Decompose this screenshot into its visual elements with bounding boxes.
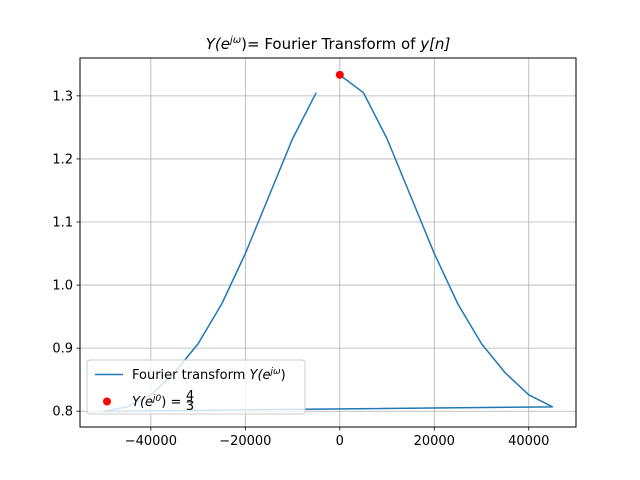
x-tick-label: 20000	[414, 434, 455, 449]
title-text: Fourier Transform of	[264, 35, 420, 53]
legend-dc-sup: j0	[151, 394, 162, 404]
legend-marker-swatch	[103, 397, 111, 406]
legend: Fourier transform Y(ejω) Y(ej0) = 4 3	[86, 359, 306, 415]
x-tick-label: −20000	[219, 434, 271, 449]
legend-label-prefix: Fourier transform	[132, 368, 250, 383]
series-layer	[102, 70, 554, 412]
legend-dc-fraction-denominator: 3	[186, 399, 194, 414]
legend-label-transform: Fourier transform Y(ejω)	[132, 367, 286, 383]
title-y-symbol: Y(e	[206, 35, 230, 53]
dc-value-marker	[335, 70, 344, 79]
x-tick-label: −40000	[125, 434, 177, 449]
y-tick-label: 1.3	[52, 89, 73, 104]
y-tick-label: 1.1	[52, 216, 73, 231]
y-tick-label: 0.8	[52, 405, 73, 420]
title-close-paren: )=	[241, 35, 264, 53]
x-tick-label: 40000	[508, 434, 549, 449]
legend-box	[86, 359, 306, 415]
legend-dc-base: Y(e	[132, 395, 153, 410]
y-tick-label: 1.0	[52, 279, 73, 294]
title-var: y[n]	[419, 35, 450, 53]
y-tick-label: 0.9	[52, 342, 73, 357]
legend-label-math-base: Y(e	[250, 368, 271, 383]
legend-label-math-tail: )	[281, 368, 286, 383]
legend-dc-tail: )	[161, 395, 166, 410]
y-tick-label: 1.2	[52, 152, 73, 167]
chart-title: Y(ejω)= Fourier Transform of y[n]	[206, 35, 451, 53]
title-superscript: jω	[228, 35, 241, 46]
x-tick-label: 0	[336, 434, 344, 449]
legend-dc-eq: =	[166, 395, 181, 410]
legend-label-math-sup: jω	[269, 367, 282, 377]
fourier-transform-line	[102, 74, 554, 412]
grid-lines	[80, 58, 576, 427]
legend-label-dc-value: Y(ej0) =	[132, 394, 181, 410]
legend-dc-fraction-numerator: 4	[186, 389, 194, 404]
axes-frame	[79, 57, 577, 428]
axis-ticks: −40000 −20000 0 20000 40000 0.8 0.9 1.0 1.1 1.2 1.…	[52, 89, 549, 449]
